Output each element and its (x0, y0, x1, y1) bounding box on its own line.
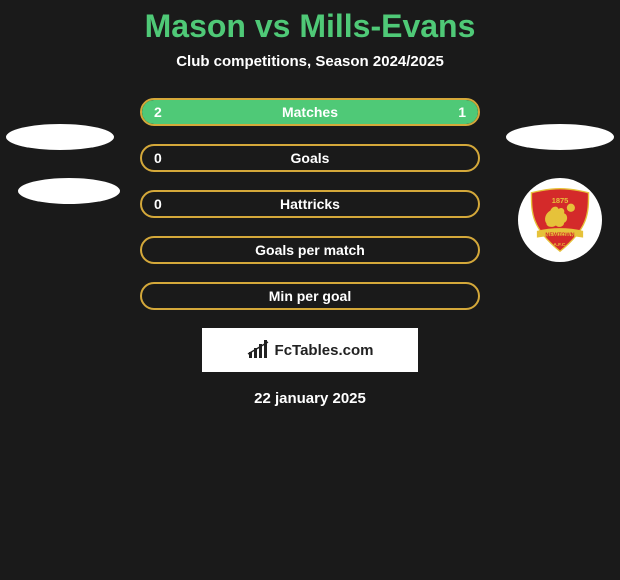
stats-list: 2 Matches 1 0 Goals 0 Hattricks (0, 98, 620, 310)
stat-row: 0 Goals (0, 144, 620, 172)
stat-label: Matches (142, 104, 478, 120)
stat-label: Goals (142, 150, 478, 166)
stat-bar: Goals per match (140, 236, 480, 264)
stat-bar: 0 Goals (140, 144, 480, 172)
stat-label: Goals per match (142, 242, 478, 258)
page-title: Mason vs Mills-Evans (0, 8, 620, 45)
watermark-text: FcTables.com (275, 342, 374, 359)
stat-row: 2 Matches 1 (0, 98, 620, 126)
comparison-widget: Mason vs Mills-Evans Club competitions, … (0, 0, 620, 407)
subtitle: Club competitions, Season 2024/2025 (0, 53, 620, 70)
stat-row: 0 Hattricks (0, 190, 620, 218)
watermark: FcTables.com (202, 328, 418, 372)
bar-chart-icon (247, 340, 271, 360)
date-label: 22 january 2025 (0, 390, 620, 407)
stat-bar: 0 Hattricks (140, 190, 480, 218)
stat-right-value: 1 (458, 104, 466, 120)
stat-bar: Min per goal (140, 282, 480, 310)
stat-row: Min per goal (0, 282, 620, 310)
stat-row: Goals per match (0, 236, 620, 264)
stat-label: Min per goal (142, 288, 478, 304)
stat-bar: 2 Matches 1 (140, 98, 480, 126)
stat-label: Hattricks (142, 196, 478, 212)
